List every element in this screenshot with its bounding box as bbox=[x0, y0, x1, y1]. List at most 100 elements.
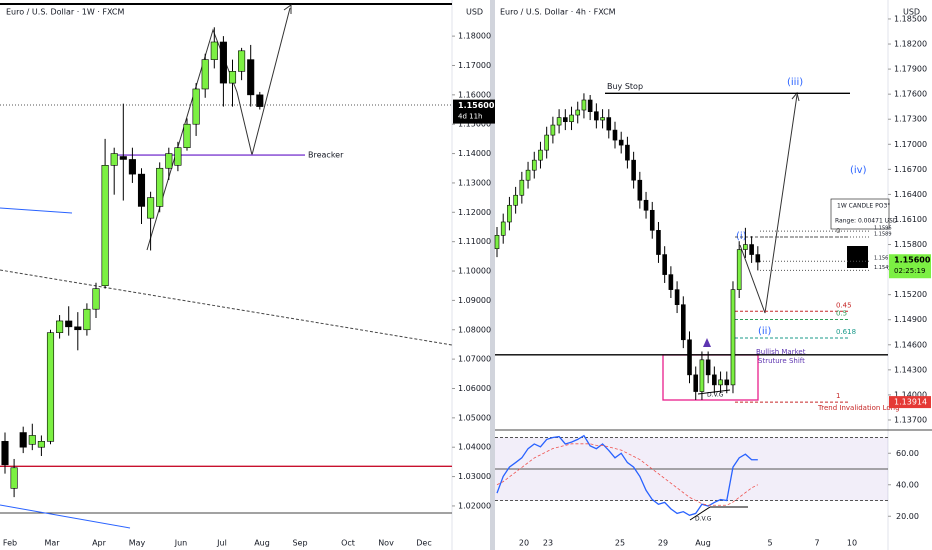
x-tick-label: 10 bbox=[847, 539, 857, 548]
candle-body bbox=[649, 209, 655, 231]
candle-body bbox=[37, 441, 45, 448]
dvg-label: D.V.G bbox=[707, 392, 724, 399]
blue-line bbox=[0, 207, 73, 214]
currency: USD bbox=[466, 8, 483, 17]
candle-body bbox=[556, 117, 562, 126]
candle-body bbox=[28, 435, 36, 445]
wave-label: (iv) bbox=[850, 165, 867, 176]
x-tick-label: 5 bbox=[767, 539, 772, 548]
candle-body bbox=[687, 339, 692, 376]
candle-body bbox=[680, 304, 686, 341]
chart-title: Euro / U.S. Dollar · 4h · FXCM bbox=[500, 8, 616, 17]
candle-body bbox=[494, 235, 500, 250]
candle-body bbox=[83, 308, 91, 331]
candle-body bbox=[531, 159, 537, 171]
y-tick-label: 1.07000 bbox=[458, 355, 491, 364]
y-tick-label: 1.15800 bbox=[894, 240, 927, 249]
y-tick-label: 1.18500 bbox=[894, 14, 927, 23]
y-tick-label: 1.10000 bbox=[458, 267, 491, 276]
countdown: 02:25:19 bbox=[894, 267, 925, 275]
x-tick-label: Aug bbox=[254, 539, 270, 548]
candle-body bbox=[594, 111, 599, 121]
candle-body bbox=[525, 169, 531, 181]
po3-candle bbox=[847, 246, 868, 268]
candle-body bbox=[538, 149, 543, 161]
x-tick-label: Jun bbox=[174, 539, 188, 548]
candle-body bbox=[174, 147, 182, 166]
candle-body bbox=[46, 332, 55, 442]
candle-body bbox=[730, 289, 736, 386]
rsi-line bbox=[496, 443, 759, 506]
x-tick-label: 23 bbox=[543, 539, 553, 548]
candle-body bbox=[65, 320, 73, 328]
candle-body bbox=[256, 94, 264, 107]
candle-body bbox=[19, 432, 27, 448]
blue-line bbox=[0, 504, 131, 529]
po3-level-label: 1.1589 bbox=[874, 232, 892, 238]
wave-label: (ii) bbox=[758, 326, 771, 337]
candle-body bbox=[544, 134, 549, 151]
y-tick-label: 1.14000 bbox=[894, 390, 927, 399]
candle-body bbox=[56, 320, 64, 333]
candle-body bbox=[600, 117, 605, 121]
y-tick-label: 1.06000 bbox=[458, 384, 491, 393]
candle-body bbox=[92, 288, 100, 310]
y-tick-label: 1.17000 bbox=[458, 61, 491, 70]
y-tick-label: 20.00 bbox=[896, 512, 919, 521]
mss-label: Bullish Market bbox=[756, 348, 806, 356]
candle-body bbox=[210, 41, 218, 60]
candle-body bbox=[247, 59, 255, 96]
candle-body bbox=[1, 441, 9, 466]
y-tick-label: 1.16400 bbox=[894, 190, 927, 199]
shift-marker bbox=[703, 338, 711, 347]
candle-body bbox=[500, 221, 506, 236]
y-tick-label: 1.15000 bbox=[458, 120, 491, 129]
x-tick-label: 20 bbox=[519, 539, 529, 548]
y-tick-label: 1.17900 bbox=[894, 65, 927, 74]
candle-body bbox=[618, 139, 624, 146]
last-price-tag bbox=[889, 254, 931, 279]
y-tick-label: 1.17300 bbox=[894, 115, 927, 124]
chart-title: Euro / U.S. Dollar · 1W · FXCM bbox=[6, 8, 125, 17]
buy-stop-label: Buy Stop bbox=[607, 82, 643, 91]
candle-body bbox=[192, 88, 200, 125]
candle-body bbox=[749, 244, 754, 255]
x-tick-label: 7 bbox=[814, 539, 819, 548]
candle-body bbox=[513, 194, 518, 206]
x-tick-label: Dec bbox=[416, 539, 431, 548]
y-tick-label: 1.17600 bbox=[894, 90, 927, 99]
candle-body bbox=[581, 99, 587, 111]
mss-label: Struture Shift bbox=[758, 357, 805, 365]
candle-body bbox=[137, 173, 146, 207]
fib-ratio: 0.45 bbox=[836, 301, 852, 309]
fib-ratio: 0.618 bbox=[836, 328, 856, 336]
last-price-label: 1.15600 bbox=[894, 256, 931, 265]
po3-box bbox=[830, 198, 890, 230]
candle-body bbox=[119, 156, 127, 160]
x-tick-label: Jul bbox=[216, 539, 227, 548]
candle-body bbox=[755, 254, 761, 263]
candle-body bbox=[156, 167, 164, 207]
x-tick-label: Mar bbox=[44, 539, 60, 548]
candle-body bbox=[507, 204, 512, 223]
y-tick-label: 1.08000 bbox=[458, 325, 491, 334]
x-tick-label: Feb bbox=[3, 539, 17, 548]
trend-line bbox=[0, 269, 453, 346]
candle-body bbox=[736, 249, 742, 290]
candle-body bbox=[219, 41, 227, 84]
candle-body bbox=[569, 114, 574, 123]
candle-body bbox=[110, 153, 118, 166]
candle-body bbox=[228, 71, 237, 84]
y-tick-label: 1.13000 bbox=[458, 178, 491, 187]
x-tick-label: Sep bbox=[292, 539, 307, 548]
candle-body bbox=[625, 144, 630, 161]
candle-body bbox=[724, 379, 730, 386]
x-tick-label: Nov bbox=[378, 539, 394, 548]
candle-body bbox=[587, 99, 593, 112]
candle-body bbox=[674, 289, 680, 305]
x-tick-label: Aug bbox=[695, 539, 711, 548]
wave-label: (iii) bbox=[787, 77, 803, 88]
